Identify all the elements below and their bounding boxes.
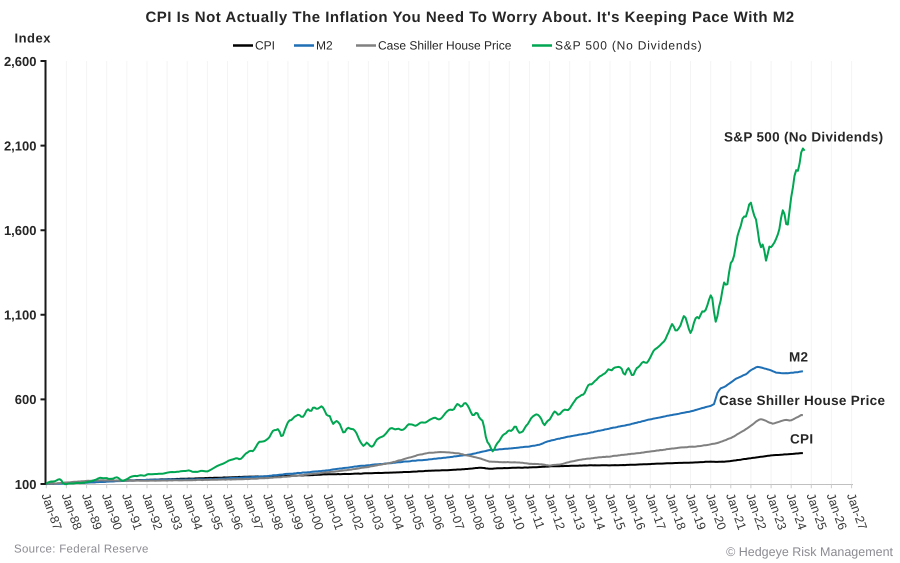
svg-text:Case Shiller House Price: Case Shiller House Price <box>378 39 512 53</box>
svg-text:100: 100 <box>15 477 37 492</box>
svg-text:CPI: CPI <box>790 432 813 447</box>
svg-text:M2: M2 <box>316 39 333 53</box>
svg-text:2,600: 2,600 <box>4 54 37 69</box>
svg-text:CPI: CPI <box>255 39 275 53</box>
svg-text:600: 600 <box>15 392 37 407</box>
svg-text:1,100: 1,100 <box>4 308 37 323</box>
svg-text:© Hedgeye Risk Management: © Hedgeye Risk Management <box>726 545 893 559</box>
svg-text:CPI Is Not Actually The Inflat: CPI Is Not Actually The Inflation You Ne… <box>145 9 794 26</box>
svg-text:S&P 500 (No Dividends): S&P 500 (No Dividends) <box>555 39 702 53</box>
svg-text:2,100: 2,100 <box>4 138 37 153</box>
svg-text:M2: M2 <box>789 350 808 365</box>
svg-text:Case Shiller House Price: Case Shiller House Price <box>719 393 885 408</box>
svg-text:S&P 500 (No Dividends): S&P 500 (No Dividends) <box>724 130 883 145</box>
svg-text:Index: Index <box>15 31 52 46</box>
svg-text:1,600: 1,600 <box>4 223 37 238</box>
svg-text:Source: Federal Reserve: Source: Federal Reserve <box>14 544 149 556</box>
